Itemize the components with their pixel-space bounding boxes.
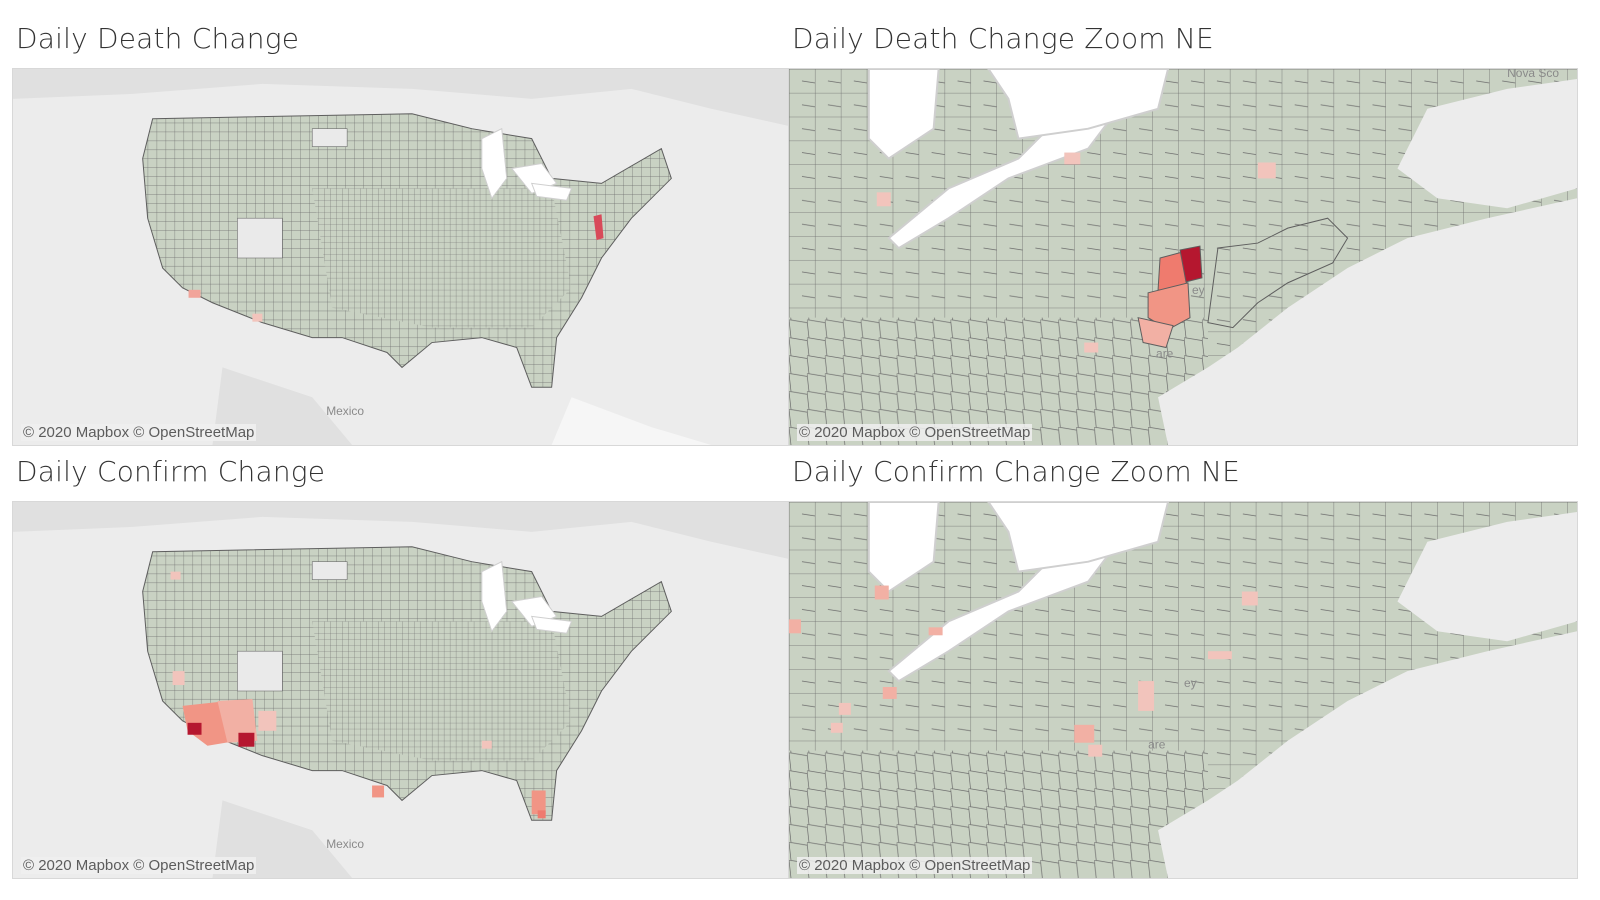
hotspot-va [1088,744,1103,757]
hotspot-pa-west [928,627,943,636]
hotspot-imperial [187,722,202,735]
hotspot-az [252,313,263,322]
hotspot-li [1207,651,1232,660]
hotspot-pima [238,732,255,747]
us-county-map-confirm: Mexico [13,502,801,878]
panel-title-death-ne: Daily Death Change Zoom NE [792,22,1214,55]
place-label-jersey: ey [1184,676,1197,690]
hotspot-md [1074,724,1095,743]
us-county-map-death: Mexico [13,69,801,445]
hotspot-nj [1138,681,1155,711]
hotspot-mi [874,585,889,600]
hotspot-nm [258,710,277,731]
hotspot-fl-south [537,810,546,819]
hotspot-wa [170,571,181,580]
hotspot-nj-central [1147,282,1191,331]
hotspot-pa [1084,342,1099,353]
hotspot-in [830,722,843,733]
hotspot-ne-ma [1241,591,1258,606]
map-credit[interactable]: © 2020 Mapbox © OpenStreetMap [797,424,1033,441]
panel-title-confirm-ne: Daily Confirm Change Zoom NE [792,455,1240,488]
ne-county-map-death: Nova Sco ey are [789,69,1577,445]
map-confirm-us[interactable]: Mexico © 2020 Mapbox © OpenStreetMap [12,501,802,879]
place-label-jersey: ey [1192,283,1205,297]
map-credit[interactable]: © 2020 Mapbox © OpenStreetMap [21,857,257,874]
map-death-ne[interactable]: Nova Sco ey are © 2020 Mapbox © OpenStre… [788,68,1578,446]
ne-county-map-confirm: ey are [789,502,1577,878]
hotspot-oh [882,687,897,699]
hotspot-ga [481,740,492,749]
map-credit[interactable]: © 2020 Mapbox © OpenStreetMap [797,857,1033,874]
hotspot-ny-west [1064,152,1081,165]
hotspot-oh-west [838,702,851,715]
hotspot-nj-south [1137,317,1174,349]
panel-title-confirm-us: Daily Confirm Change [16,455,326,488]
hotspot-mi [876,192,891,207]
place-label-mexico: Mexico [326,404,364,418]
hotspot-nyc [1179,245,1203,283]
place-label-nova-scotia: Nova Sco [1507,69,1559,80]
map-death-us[interactable]: Mexico © 2020 Mapbox © OpenStreetMap [12,68,802,446]
place-label-mexico: Mexico [326,837,364,851]
hotspot-tx-south [372,785,385,798]
hotspot-la [188,289,201,298]
hotspot-az [217,698,258,743]
place-label-delaware: are [1148,738,1166,752]
hotspot-left-edge [789,619,801,634]
hotspot-nyc [593,214,604,241]
map-credit[interactable]: © 2020 Mapbox © OpenStreetMap [21,424,257,441]
panel-title-death-us: Daily Death Change [16,22,300,55]
hotspot-fl [531,790,546,815]
hotspot-nv [172,671,185,686]
map-confirm-ne[interactable]: ey are © 2020 Mapbox © OpenStreetMap [788,501,1578,879]
place-label-delaware: are [1156,346,1174,360]
hotspot-ma [1257,162,1276,179]
